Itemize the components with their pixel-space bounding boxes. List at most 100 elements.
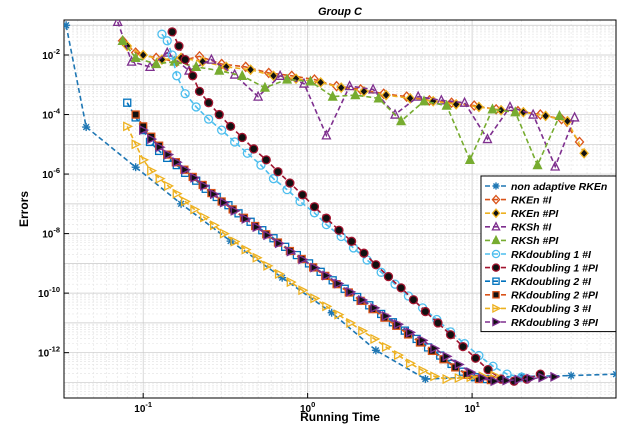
data-point bbox=[162, 36, 172, 46]
data-point bbox=[474, 101, 484, 113]
data-point bbox=[334, 309, 345, 320]
data-point bbox=[263, 67, 274, 79]
data-point bbox=[528, 108, 539, 119]
legend-item: non adaptive RKEn bbox=[485, 181, 607, 193]
data-point bbox=[470, 353, 481, 363]
legend-label: RKdoubling 3 #PI bbox=[511, 317, 599, 329]
legend-item: RKSh #I bbox=[485, 221, 552, 234]
data-point bbox=[219, 228, 230, 239]
y-tick-label: 10-4 bbox=[42, 107, 61, 122]
x-tick-label: 100 bbox=[300, 400, 315, 415]
data-point bbox=[214, 64, 225, 75]
series-line bbox=[116, 21, 576, 169]
data-point bbox=[191, 60, 202, 72]
y-axis-label: Errors bbox=[17, 191, 31, 227]
data-point bbox=[188, 71, 198, 81]
y-tick-label: 10-10 bbox=[38, 285, 60, 300]
data-point bbox=[268, 174, 279, 184]
data-point bbox=[418, 365, 429, 376]
data-point bbox=[230, 137, 240, 147]
data-point bbox=[282, 73, 293, 84]
x-axis-label: Running Time bbox=[300, 410, 380, 424]
data-point bbox=[274, 268, 285, 280]
data-point bbox=[430, 343, 441, 354]
data-point bbox=[358, 325, 369, 336]
data-point bbox=[139, 154, 150, 165]
data-point bbox=[206, 53, 217, 64]
tick-labels: 10-1 100 101 10-2 10-4 10-6 10-8 10-10 10-12 bbox=[38, 47, 480, 415]
data-point bbox=[172, 71, 182, 81]
data-point bbox=[194, 86, 205, 97]
data-point bbox=[151, 58, 162, 69]
data-point bbox=[310, 293, 321, 304]
data-point bbox=[131, 110, 140, 119]
data-point bbox=[181, 196, 192, 207]
data-point bbox=[190, 172, 201, 183]
legend-item: RKdoubling 3 #I bbox=[485, 303, 592, 315]
data-point bbox=[209, 220, 221, 231]
legend-item: RKdoubling 2 #I bbox=[485, 276, 592, 288]
data-point bbox=[405, 327, 417, 338]
legend-item: RKSh #PI bbox=[485, 234, 559, 247]
data-point bbox=[433, 318, 443, 328]
data-point bbox=[562, 115, 573, 127]
data-point bbox=[191, 102, 201, 112]
data-point bbox=[216, 125, 227, 135]
data-point bbox=[144, 60, 156, 72]
x-tick-label: 101 bbox=[464, 400, 479, 415]
data-point bbox=[491, 234, 501, 245]
series-line bbox=[171, 31, 541, 383]
data-point bbox=[370, 302, 381, 313]
data-point bbox=[281, 242, 290, 251]
data-point bbox=[261, 155, 271, 165]
data-point bbox=[492, 317, 502, 327]
data-point bbox=[322, 270, 333, 281]
data-point bbox=[510, 106, 521, 117]
data-point bbox=[466, 367, 477, 378]
data-point bbox=[334, 225, 344, 235]
data-point bbox=[458, 341, 468, 352]
legend-label: non adaptive RKEn bbox=[511, 181, 607, 193]
legend-item: RKEn #I bbox=[485, 194, 552, 206]
data-point bbox=[237, 132, 247, 143]
data-point bbox=[245, 64, 256, 76]
data-point bbox=[371, 260, 381, 270]
data-point bbox=[249, 144, 259, 154]
data-point bbox=[491, 221, 501, 231]
data-point bbox=[253, 90, 264, 101]
legend-label: RKEn #PI bbox=[511, 208, 559, 220]
data-point bbox=[117, 35, 128, 47]
data-point bbox=[612, 370, 616, 379]
data-point bbox=[418, 95, 430, 106]
data-point bbox=[445, 330, 456, 340]
data-point bbox=[200, 180, 211, 191]
series bbox=[139, 125, 561, 387]
data-point bbox=[491, 208, 501, 219]
data-point bbox=[370, 333, 381, 344]
data-point bbox=[256, 160, 266, 170]
chart-title: Group C bbox=[318, 6, 363, 18]
data-point bbox=[490, 370, 501, 381]
data-point bbox=[526, 373, 537, 384]
data-point bbox=[554, 109, 565, 121]
data-point bbox=[334, 278, 345, 289]
y-tick-label: 10-6 bbox=[42, 166, 60, 181]
data-point bbox=[336, 82, 347, 94]
data-point bbox=[263, 230, 274, 241]
data-point bbox=[321, 129, 332, 140]
data-point bbox=[321, 213, 332, 223]
data-point bbox=[483, 364, 493, 375]
data-point bbox=[487, 103, 498, 114]
data-point bbox=[430, 371, 441, 382]
data-point bbox=[502, 375, 513, 386]
data-point bbox=[350, 89, 361, 100]
data-point bbox=[219, 197, 230, 208]
data-point bbox=[268, 70, 279, 82]
data-point bbox=[393, 350, 405, 361]
data-point bbox=[492, 291, 500, 299]
data-point bbox=[214, 109, 224, 120]
data-point bbox=[408, 295, 419, 305]
data-point bbox=[242, 148, 253, 158]
data-point bbox=[383, 271, 394, 282]
